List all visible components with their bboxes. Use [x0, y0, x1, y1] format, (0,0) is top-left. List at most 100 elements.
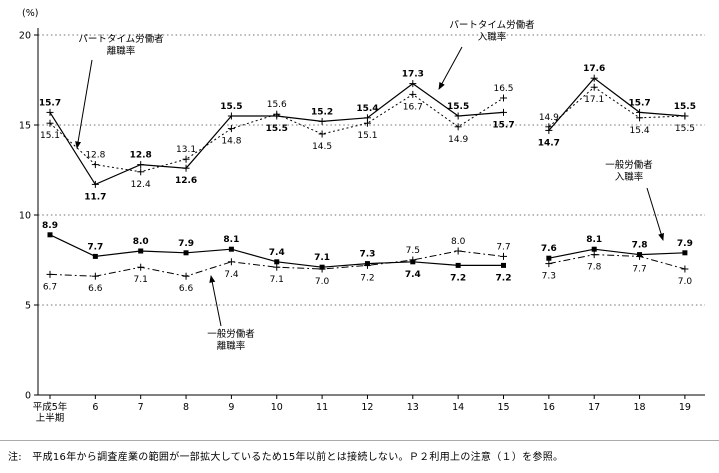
data-label: 7.7	[87, 242, 103, 252]
data-label: 17.6	[583, 64, 605, 74]
series-line-1	[548, 86, 685, 128]
series-line-3	[49, 250, 504, 277]
y-tick-label: 0	[25, 391, 31, 402]
series-annotation-label-3: 一般労働者離職率	[207, 328, 255, 352]
data-label: 14.9	[539, 113, 559, 123]
data-label: 8.1	[586, 235, 602, 245]
data-label: 7.5	[406, 246, 420, 256]
data-label: 15.1	[40, 131, 60, 141]
note-separator-line	[0, 440, 719, 441]
series-annotation-label-0: パートタイム労働者離職率	[78, 33, 163, 57]
x-tick-label: 9	[228, 402, 234, 413]
series-line-0	[49, 82, 504, 186]
data-label: 7.0	[678, 277, 693, 287]
data-label: 7.4	[405, 270, 421, 280]
data-label: 7.8	[587, 263, 602, 273]
data-label: 14.8	[221, 137, 241, 147]
series-line-3	[548, 254, 686, 270]
data-label: 15.5	[447, 102, 469, 112]
series-annotation-label-1: パートタイム労働者入職率	[449, 19, 534, 43]
data-label: 8.9	[42, 221, 58, 231]
data-label: 7.7	[632, 264, 646, 274]
x-tick-label: 8	[183, 402, 189, 413]
data-label: 7.4	[224, 270, 239, 280]
x-tick-label: 19	[679, 402, 691, 413]
data-label: 6.7	[43, 282, 57, 292]
series-line-2	[548, 248, 685, 259]
x-tick-label: 6	[92, 402, 98, 413]
data-label: 8.1	[223, 235, 239, 245]
series-line-0	[548, 77, 685, 131]
data-label: 14.9	[448, 135, 468, 145]
data-label: 7.1	[314, 253, 330, 263]
data-label: 7.2	[360, 273, 374, 283]
data-label: 15.7	[628, 98, 650, 108]
data-label: 15.6	[267, 100, 287, 110]
data-label: 12.4	[131, 180, 151, 190]
data-label: 14.5	[312, 142, 332, 152]
data-label: 15.1	[357, 131, 377, 141]
data-label: 7.0	[315, 277, 330, 287]
data-label: 7.1	[134, 275, 148, 285]
x-tick-label: 15	[497, 402, 509, 413]
data-label: 17.3	[402, 70, 424, 80]
data-label: 7.6	[541, 244, 557, 254]
data-label: 16.7	[403, 102, 423, 112]
line-chart-svg: 0 5 10 15 20 (%) 平成5年上半期 6 7 8 9 10 11 12 13 14 15 16 17 18…	[19, 8, 705, 424]
data-label: 7.1	[270, 275, 284, 285]
data-label: 15.5	[675, 124, 695, 134]
annotation-arrow	[209, 275, 222, 327]
x-tick-label: 14	[452, 402, 464, 413]
data-label: 7.2	[450, 273, 466, 283]
data-label: 15.4	[630, 126, 650, 136]
data-label: 15.7	[492, 120, 514, 130]
x-tick-label: 平成5年上半期	[33, 401, 68, 424]
series-annotation-label-2: 一般労働者入職率	[605, 159, 653, 183]
y-axis-unit-label: (%)	[22, 8, 38, 19]
data-label: 7.8	[632, 241, 648, 251]
data-label: 12.8	[85, 151, 105, 161]
y-tick-label: 5	[25, 301, 31, 312]
data-label: 15.5	[266, 124, 288, 134]
x-tick-label: 16	[543, 402, 555, 413]
x-tick-label: 11	[316, 402, 328, 413]
annotation-arrow	[75, 59, 93, 149]
data-label: 7.2	[496, 273, 512, 283]
data-label: 7.3	[542, 272, 556, 282]
data-label: 16.5	[493, 84, 513, 94]
x-tick-label: 17	[588, 402, 600, 413]
footnote: 注: 平成16年から調査産業の範囲が一部拡大しているため15年以前とは接続しない…	[8, 452, 564, 463]
x-tick-label: 10	[271, 402, 283, 413]
data-label: 8.0	[451, 237, 466, 247]
data-label: 15.4	[356, 104, 378, 114]
series-line-1	[49, 93, 504, 173]
data-label: 15.7	[39, 98, 61, 108]
annotation-arrow	[646, 187, 664, 241]
annotation-arrow	[438, 46, 463, 90]
y-tick-label: 20	[19, 31, 31, 42]
data-label: 7.9	[178, 239, 194, 249]
y-tick-label: 15	[19, 121, 31, 132]
data-label: 6.6	[88, 284, 103, 294]
x-tick-label: 13	[407, 402, 419, 413]
data-label: 7.3	[359, 250, 375, 260]
data-label: 7.7	[496, 242, 510, 252]
x-tick-label: 18	[634, 402, 646, 413]
data-label: 15.5	[220, 102, 242, 112]
data-label: 7.9	[677, 239, 693, 249]
y-tick-label: 10	[19, 211, 31, 222]
data-label: 12.8	[130, 151, 152, 161]
data-label: 17.1	[584, 95, 604, 105]
data-label: 11.7	[84, 192, 106, 202]
data-label: 15.5	[674, 102, 696, 112]
data-label: 8.0	[133, 237, 149, 247]
data-label: 14.7	[538, 138, 560, 148]
data-label: 12.6	[175, 176, 197, 186]
data-label: 15.2	[311, 107, 333, 117]
x-tick-label: 12	[361, 402, 373, 413]
data-label: 6.6	[179, 284, 194, 294]
x-tick-label: 7	[138, 402, 144, 413]
data-label: 7.4	[269, 248, 285, 258]
data-label: 13.1	[176, 145, 196, 155]
